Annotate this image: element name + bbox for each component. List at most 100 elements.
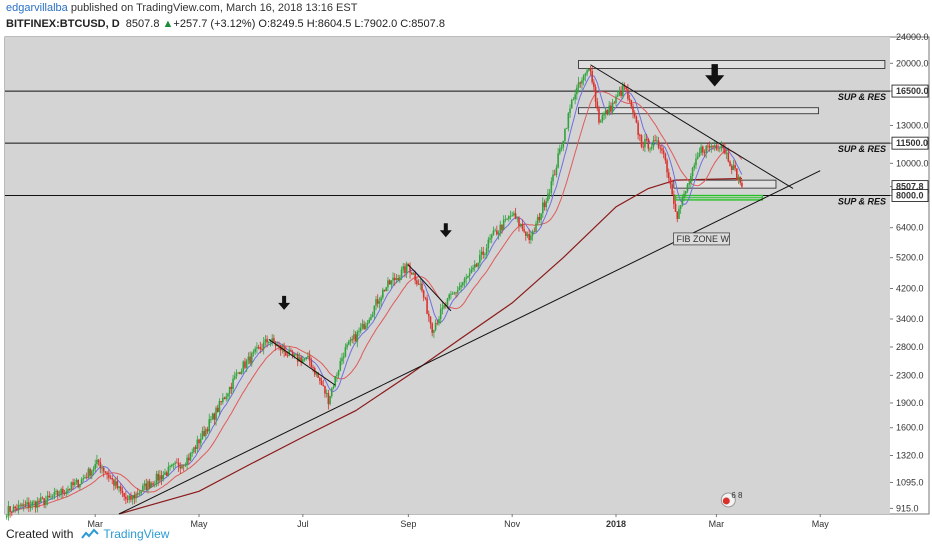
candle-body — [28, 502, 30, 508]
candle-body — [610, 105, 612, 112]
candle-body — [559, 148, 561, 154]
down-arrow-icon — [439, 223, 452, 238]
candle-body — [516, 217, 519, 219]
candle-body — [540, 213, 542, 220]
candle-body — [656, 140, 658, 142]
author-link[interactable]: edgarvillalba — [6, 2, 68, 14]
candle-body — [106, 472, 108, 475]
candle-body — [485, 248, 488, 255]
y-tick-label: 915.0 — [896, 503, 919, 513]
candle-body — [497, 232, 500, 235]
y-tick-label: 3400.0 — [896, 314, 924, 324]
candle-body — [230, 386, 233, 390]
candle-body — [662, 150, 665, 154]
candle-body — [496, 230, 498, 235]
candle-body — [56, 491, 59, 496]
candle-body — [729, 161, 731, 166]
candle-body — [416, 280, 418, 285]
x-tick-label: May — [191, 519, 209, 529]
x-tick-label: Jul — [297, 519, 309, 529]
candle-body — [383, 289, 386, 292]
candle-body — [707, 145, 709, 147]
candle-body — [620, 91, 622, 96]
candle-body — [741, 183, 743, 187]
candle-body — [26, 502, 28, 505]
candle-body — [21, 504, 23, 507]
ma-slow-line — [118, 177, 742, 515]
candle-body — [354, 334, 357, 342]
candle-body — [405, 263, 408, 273]
candle-body — [555, 167, 558, 175]
candle-body — [468, 272, 471, 276]
candle-body — [90, 470, 93, 476]
candle-body — [470, 269, 473, 273]
candle-body — [519, 224, 522, 227]
candle-body — [730, 165, 733, 171]
candle-body — [475, 264, 478, 267]
event-badge-label: 6 8 — [731, 491, 743, 500]
candle-body — [567, 113, 570, 129]
candle-body — [608, 105, 610, 115]
candle-body — [142, 485, 144, 492]
candle-body — [85, 477, 88, 479]
candle-body — [194, 447, 197, 449]
candle-body — [123, 493, 125, 497]
candle-body — [598, 108, 600, 123]
candle-body — [438, 319, 440, 324]
candle-body — [696, 156, 699, 159]
candle-body — [113, 479, 115, 486]
tradingview-link[interactable]: TradingView — [103, 527, 170, 541]
candle-body — [570, 99, 573, 109]
trendline — [590, 64, 794, 189]
price-axis[interactable]: 24000.0 20000.0 16500.0 13000.0 11500.0 10000… — [890, 32, 929, 513]
symbol-label: BITFINEX:BTCUSD, D — [6, 18, 120, 30]
candle-body — [693, 165, 696, 168]
y-tick-highlight — [891, 84, 929, 98]
candle-body — [368, 319, 371, 323]
x-tick-label: 2018 — [606, 519, 626, 529]
y-tick-label: 24000.0 — [896, 32, 929, 42]
candle-body — [153, 484, 156, 486]
candle-body — [632, 106, 634, 113]
candle-body — [82, 478, 85, 480]
candle-body — [647, 139, 650, 149]
candle-body — [22, 504, 25, 507]
candle-body — [77, 479, 79, 488]
candle-body — [322, 385, 325, 387]
candle-body — [722, 144, 725, 149]
y-tick-label: 11500.0 — [896, 138, 928, 148]
candle-body — [9, 506, 11, 513]
candle-body — [332, 386, 335, 389]
candle-body — [366, 322, 369, 326]
price-zone-box — [578, 107, 819, 115]
candle-body — [119, 486, 122, 491]
candle-body — [296, 354, 299, 362]
candle-body — [472, 267, 474, 270]
candle-body — [225, 396, 228, 399]
candle-body — [203, 430, 205, 436]
time-axis[interactable]: Mar May Jul Sep Nov 2018 Mar May — [87, 514, 829, 529]
candle-body — [191, 452, 194, 453]
candle-body — [34, 501, 37, 508]
candle-body — [353, 334, 355, 340]
candle-body — [264, 339, 267, 343]
candle-body — [136, 493, 139, 495]
plot-area[interactable] — [5, 37, 890, 514]
candle-body — [233, 376, 236, 379]
annotation-label: FIB ZONE W — [677, 234, 730, 244]
down-arrow-icon — [705, 64, 725, 87]
candle-body — [691, 167, 694, 177]
candle-body — [133, 495, 136, 499]
candle-body — [584, 73, 587, 76]
candle-body — [39, 497, 42, 503]
candle-body — [737, 176, 740, 181]
candle-body — [382, 289, 384, 298]
candle-body — [347, 341, 350, 345]
candle-body — [688, 182, 690, 185]
candle-body — [674, 203, 677, 212]
candle-body — [504, 219, 507, 220]
price-zones — [578, 60, 886, 201]
candle-body — [489, 238, 491, 240]
y-tick-label: 1095.0 — [896, 477, 924, 487]
